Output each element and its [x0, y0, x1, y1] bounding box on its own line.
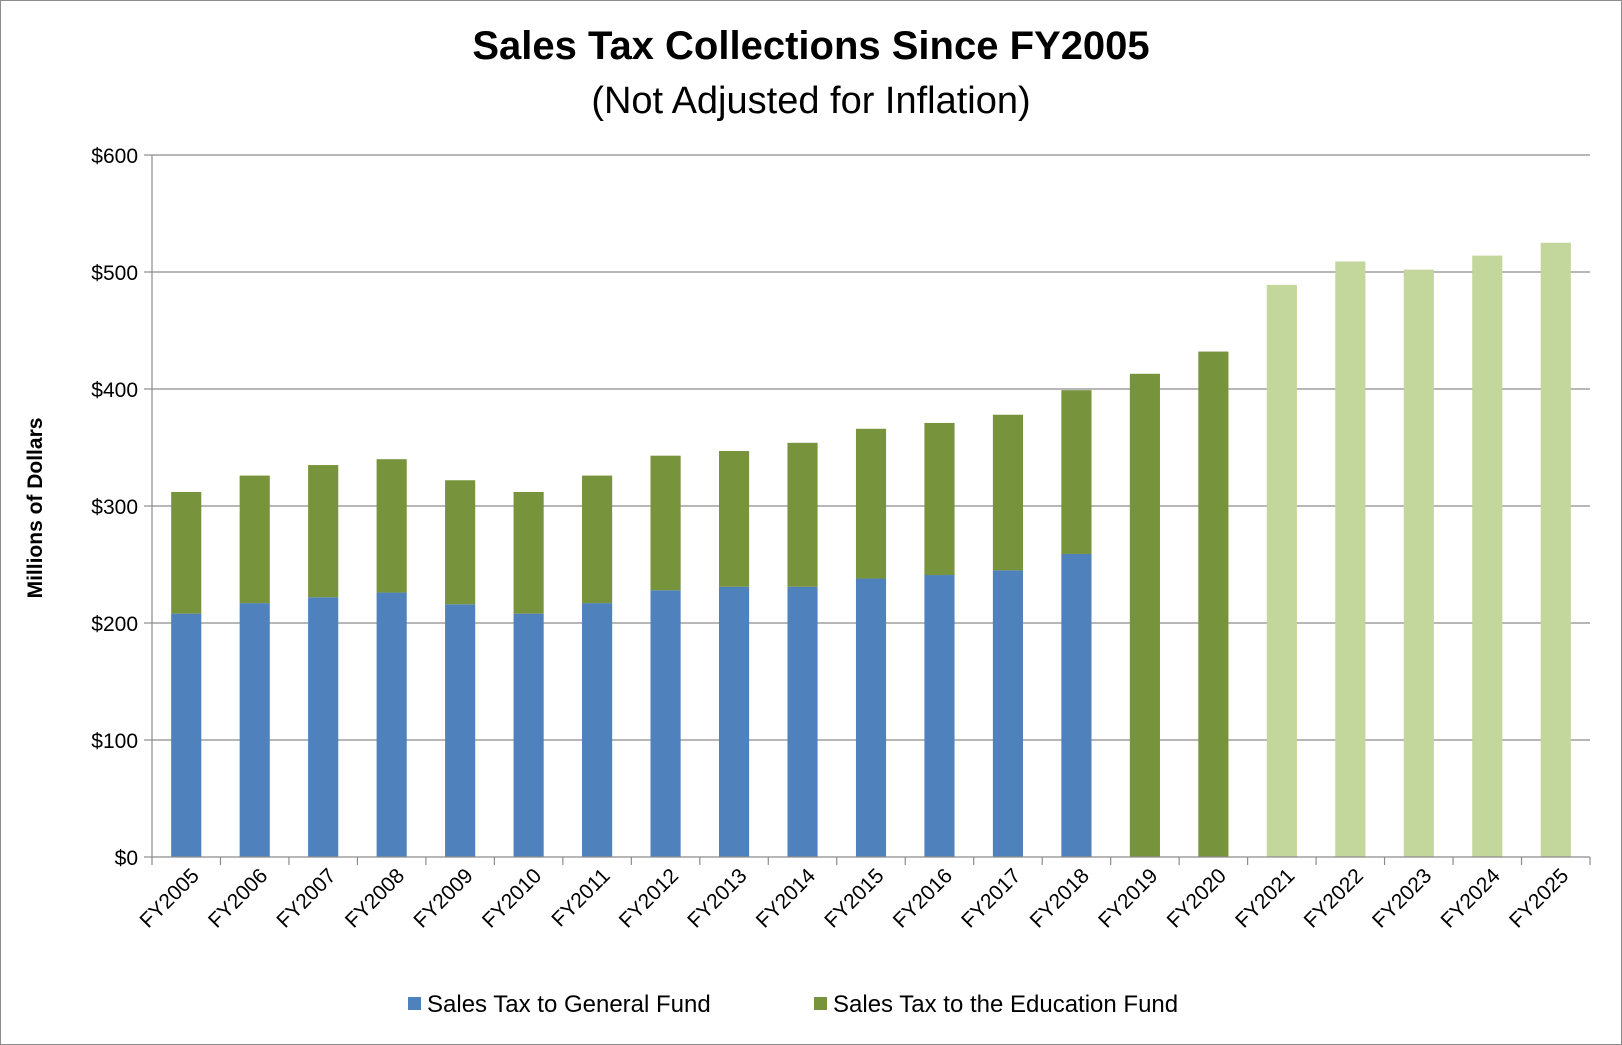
- x-tick-label: FY2022: [1300, 864, 1368, 932]
- x-tick-label: FY2010: [478, 864, 546, 932]
- x-tick-label: FY2025: [1505, 864, 1573, 932]
- x-tick-label: FY2018: [1026, 864, 1094, 932]
- bar-education-fund: [513, 491, 544, 614]
- x-tick-label: FY2005: [135, 864, 203, 932]
- legend-general-fund-label: Sales Tax to General Fund: [427, 991, 711, 1018]
- bar-general-fund: [513, 613, 544, 857]
- bar-education-fund: [582, 475, 613, 604]
- y-tick-label: $100: [91, 730, 138, 753]
- x-tick-label: FY2017: [957, 864, 1025, 932]
- y-axis-ticks: $0 $100 $200 $300 $400 $500 $600: [91, 145, 152, 870]
- x-tick-label: FY2012: [615, 864, 683, 932]
- bar-general-fund: [376, 592, 407, 857]
- bar-general-fund: [787, 586, 818, 857]
- y-axis-title: Millions of Dollars: [24, 418, 47, 599]
- bar-general-fund: [650, 590, 681, 857]
- y-tick-label: $0: [115, 847, 138, 870]
- x-tick-label: FY2015: [820, 864, 888, 932]
- bar-education-fund: [1061, 390, 1092, 554]
- bar-education-fund: [171, 491, 202, 614]
- bar-education-fund: [855, 428, 887, 579]
- x-tick-label: FY2021: [1231, 864, 1299, 932]
- bar-general-fund: [171, 613, 202, 857]
- x-tick-label: FY2020: [1163, 864, 1231, 932]
- bar-general-fund: [718, 586, 750, 857]
- chart-subtitle: (Not Adjusted for Inflation): [591, 80, 1030, 122]
- bar-education-fund: [239, 475, 270, 604]
- bar-education-fund: [1335, 261, 1366, 858]
- bar-general-fund: [445, 604, 476, 857]
- bar-general-fund: [239, 603, 270, 857]
- x-tick-label: FY2024: [1437, 864, 1505, 932]
- bar-education-fund: [445, 480, 476, 605]
- y-tick-label: $300: [91, 496, 138, 519]
- bar-general-fund: [992, 570, 1024, 857]
- x-tick-label: FY2008: [341, 864, 409, 932]
- bar-education-fund: [992, 414, 1024, 571]
- legend-education-fund-swatch: [814, 997, 827, 1010]
- bar-general-fund: [1061, 553, 1092, 857]
- bar-education-fund: [1403, 269, 1434, 857]
- bar-education-fund: [1129, 373, 1160, 857]
- y-tick-label: $600: [91, 145, 138, 168]
- bar-education-fund: [650, 455, 681, 591]
- axes: [151, 155, 1590, 858]
- y-tick-label: $500: [91, 262, 138, 285]
- y-tick-label: $400: [91, 379, 138, 402]
- bar-general-fund: [582, 603, 613, 857]
- bar-education-fund: [718, 451, 750, 587]
- x-axis-ticks: FY2005 FY2006 FY2007 FY2008 FY2009 FY2010 FY20…: [135, 857, 1591, 933]
- bar-general-fund: [924, 575, 955, 857]
- legend-general-fund-swatch: [408, 997, 421, 1010]
- y-tick-label: $200: [91, 613, 138, 636]
- bar-education-fund: [1198, 351, 1229, 857]
- bar-general-fund: [308, 597, 339, 857]
- x-tick-label: FY2011: [547, 864, 614, 931]
- bar-general-fund: [855, 578, 887, 857]
- chart-title: Sales Tax Collections Since FY2005: [472, 24, 1149, 68]
- bar-education-fund: [1472, 255, 1503, 857]
- bars: [171, 242, 1571, 858]
- x-tick-label: FY2016: [889, 864, 957, 932]
- legend: Sales Tax to General Fund Sales Tax to th…: [408, 991, 1178, 1018]
- legend-education-fund-label: Sales Tax to the Education Fund: [833, 991, 1178, 1018]
- bar-education-fund: [308, 465, 339, 598]
- bar-education-fund: [1540, 242, 1571, 857]
- x-tick-label: FY2006: [204, 864, 272, 932]
- bar-education-fund: [1266, 284, 1297, 857]
- x-tick-label: FY2009: [409, 864, 477, 932]
- x-tick-label: FY2023: [1368, 864, 1436, 932]
- x-tick-label: FY2019: [1094, 864, 1162, 932]
- x-tick-label: FY2013: [683, 864, 751, 932]
- bar-education-fund: [787, 442, 818, 587]
- x-tick-label: FY2014: [752, 864, 820, 932]
- x-tick-label: FY2007: [272, 864, 340, 932]
- bar-education-fund: [376, 459, 407, 593]
- bar-education-fund: [924, 422, 955, 576]
